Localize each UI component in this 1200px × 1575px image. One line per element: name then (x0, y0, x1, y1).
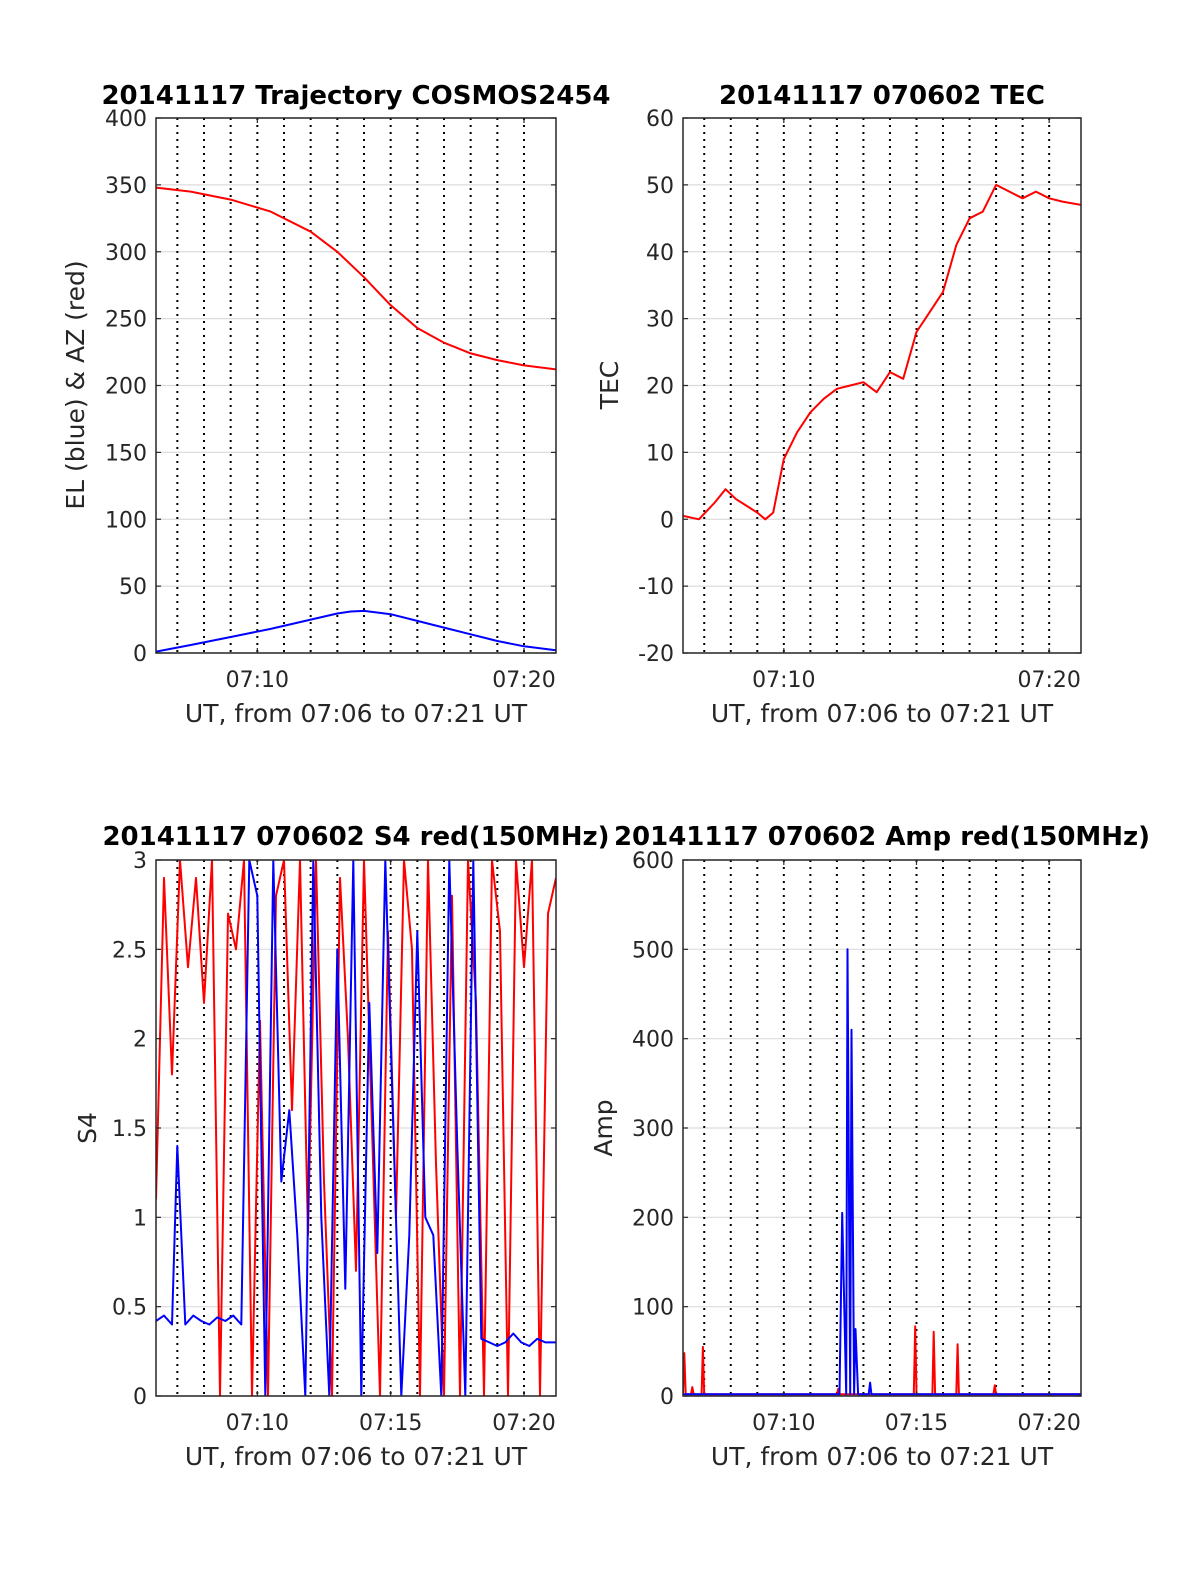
y-tick-label: 20 (646, 375, 674, 400)
y-tick-label: 200 (105, 375, 147, 400)
panel-amp: 20141117 070602 Amp red(150MHz) UT, from… (589, 822, 1150, 1471)
panel-tec: 20141117 070602 TEC UT, from 07:06 to 07… (595, 81, 1082, 728)
plot-area: 0 0.5 1 1.5 2 2.5 3 07:10 07:15 07:20 (112, 849, 557, 1436)
series-line (156, 609, 556, 653)
series-line (683, 948, 1081, 1396)
panel-s4: 20141117 070602 S4 red(150MHz) UT, from … (73, 822, 610, 1471)
series-line (156, 860, 556, 1396)
y-tick-label: 500 (632, 938, 674, 963)
x-axis-label: UT, from 07:06 to 07:21 UT (185, 1442, 528, 1471)
y-tick-label: 300 (105, 241, 147, 266)
x-tick-label: 07:10 (752, 668, 815, 693)
y-tick-label: -10 (638, 575, 674, 600)
y-tick-label: 200 (632, 1206, 674, 1231)
series-group (683, 948, 1081, 1396)
series-line (156, 860, 556, 1396)
y-tick-label: 2.5 (112, 938, 147, 963)
x-axis-label: UT, from 07:06 to 07:21 UT (711, 1442, 1054, 1471)
panel-title: 20141117 070602 Amp red(150MHz) (614, 822, 1150, 852)
y-axis-label: TEC (595, 361, 624, 411)
y-axis-label: EL (blue) & AZ (red) (61, 260, 90, 509)
y-tick-label: 10 (646, 441, 674, 466)
y-tick-label: 0 (660, 508, 674, 533)
panel-title: 20141117 070602 TEC (719, 81, 1045, 111)
y-tick-label: 2 (133, 1028, 147, 1053)
x-axis-label: UT, from 07:06 to 07:21 UT (711, 699, 1054, 728)
y-tick-label: 50 (646, 174, 674, 199)
panel-trajectory: 20141117 Trajectory COSMOS2454 UT, from … (61, 81, 611, 728)
y-tick-label: 3 (133, 849, 147, 874)
x-tick-label: 07:20 (1017, 1411, 1080, 1436)
y-tick-label: 100 (105, 508, 147, 533)
y-tick-label: 0 (660, 1385, 674, 1410)
y-tick-label: 400 (105, 107, 147, 132)
series-line (683, 183, 1081, 521)
y-tick-label: 0.5 (112, 1296, 147, 1321)
y-tick-label: 100 (632, 1296, 674, 1321)
y-tick-label: 600 (632, 849, 674, 874)
series-group (156, 860, 556, 1396)
x-tick-label: 07:10 (752, 1411, 815, 1436)
y-axis-label: S4 (73, 1112, 102, 1144)
x-tick-label: 07:20 (1017, 668, 1080, 693)
y-tick-label: 150 (105, 441, 147, 466)
panel-title: 20141117 070602 S4 red(150MHz) (102, 822, 609, 852)
y-tick-label: 300 (632, 1117, 674, 1142)
series-line (156, 186, 556, 371)
x-tick-label: 07:15 (359, 1411, 422, 1436)
x-tick-label: 07:20 (492, 1411, 555, 1436)
x-tick-label: 07:10 (226, 1411, 289, 1436)
series-group (683, 183, 1081, 521)
series-group (156, 186, 556, 653)
x-tick-label: 07:20 (492, 668, 555, 693)
y-tick-label: 40 (646, 241, 674, 266)
y-tick-label: 60 (646, 107, 674, 132)
plot-area: 0 100 200 300 400 500 600 07:10 07:15 07:20 (632, 849, 1082, 1436)
y-tick-label: 0 (133, 1385, 147, 1410)
y-tick-label: 1.5 (112, 1117, 147, 1142)
y-tick-label: 0 (133, 642, 147, 667)
y-tick-label: 250 (105, 308, 147, 333)
plot-area: 0 50 100 150 200 250 300 350 400 07:10 07:20 (105, 107, 557, 693)
x-axis-label: UT, from 07:06 to 07:21 UT (185, 699, 528, 728)
plot-area: -20 -10 0 10 20 30 40 50 60 07:10 07:20 (638, 107, 1082, 693)
y-tick-label: 1 (133, 1206, 147, 1231)
y-tick-label: 350 (105, 174, 147, 199)
x-tick-label: 07:15 (885, 1411, 948, 1436)
x-tick-label: 07:10 (226, 668, 289, 693)
y-tick-label: 30 (646, 308, 674, 333)
y-tick-label: 50 (119, 575, 147, 600)
y-axis-label: Amp (589, 1099, 618, 1156)
panel-title: 20141117 Trajectory COSMOS2454 (101, 81, 610, 111)
y-tick-label: -20 (638, 642, 674, 667)
y-tick-label: 400 (632, 1028, 674, 1053)
